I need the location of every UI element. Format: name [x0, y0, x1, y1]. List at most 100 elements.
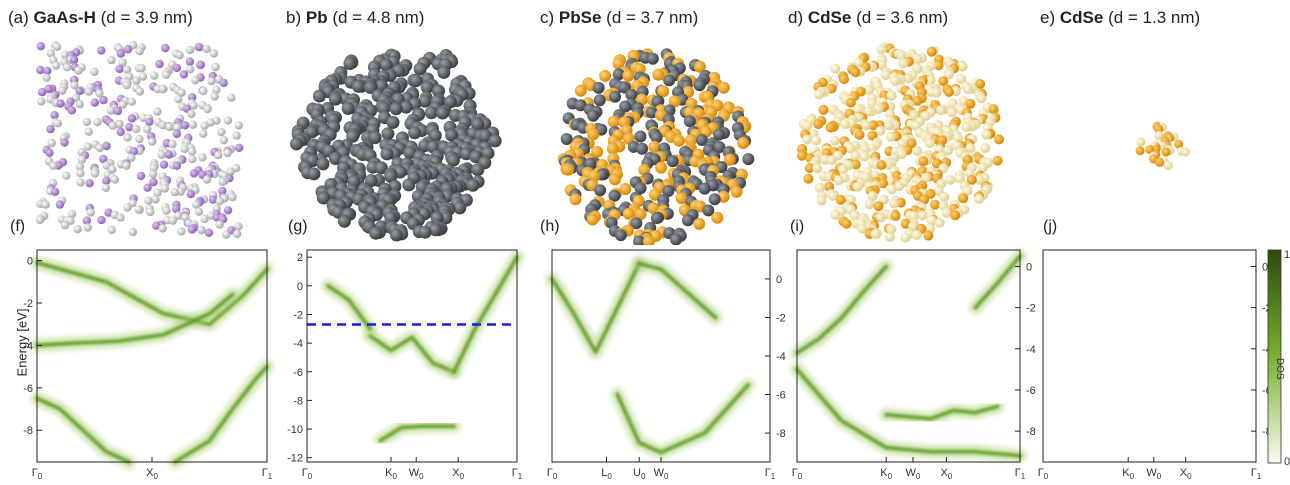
y-tick-label: 0 — [1026, 261, 1032, 273]
atom — [118, 100, 127, 109]
atom — [926, 215, 937, 226]
atom — [977, 162, 988, 173]
atom — [174, 211, 183, 220]
atom — [159, 160, 169, 169]
atom — [174, 95, 183, 104]
atom — [204, 228, 214, 237]
y-tick-label: -4 — [23, 340, 33, 352]
atom — [146, 207, 155, 217]
atom — [428, 223, 442, 237]
atom — [132, 124, 141, 134]
atom — [199, 86, 208, 96]
atom — [1174, 139, 1184, 149]
atom — [214, 151, 223, 160]
atom — [606, 142, 619, 155]
atom — [612, 68, 625, 81]
atom — [35, 215, 45, 225]
y-tick-label: -8 — [293, 395, 303, 407]
atom — [60, 221, 70, 230]
atom — [116, 49, 126, 58]
x-tick-label: Γ0 — [1038, 467, 1049, 481]
atom — [49, 161, 58, 170]
atom — [976, 93, 987, 104]
atom — [816, 195, 827, 206]
panel-label-f: (f) — [10, 218, 26, 235]
atom — [148, 169, 158, 179]
atom — [129, 147, 139, 156]
atom — [625, 88, 638, 101]
atom — [560, 133, 573, 145]
atom — [920, 172, 931, 183]
atom — [110, 175, 120, 184]
atom — [938, 76, 949, 87]
atom — [127, 153, 136, 162]
atom — [232, 229, 242, 239]
atom — [683, 115, 696, 128]
band-line — [884, 404, 1000, 421]
plot-frame — [306, 249, 518, 463]
atom — [593, 94, 606, 107]
atom — [132, 76, 141, 85]
atom — [168, 216, 178, 225]
atom — [830, 209, 841, 220]
atom — [693, 60, 706, 73]
atom — [386, 115, 400, 129]
atom — [650, 131, 663, 144]
band-plot-j: 0 -2 -4 -6 -8 Γ0 K0 W0 X0 Γ1 — [1038, 249, 1272, 481]
atom — [232, 131, 241, 140]
x-tick-label: Γ1 — [262, 467, 273, 481]
x-tick-label: Γ0 — [547, 467, 558, 481]
x-tick-label: U0 — [633, 467, 646, 481]
atom — [135, 47, 144, 56]
atom — [219, 78, 228, 88]
atom — [122, 65, 132, 74]
atom — [157, 150, 166, 159]
atom — [826, 155, 837, 165]
atom — [918, 156, 929, 167]
atom — [925, 188, 936, 199]
atom — [173, 123, 182, 132]
atom — [210, 92, 219, 101]
atom — [1163, 161, 1173, 171]
band-line — [35, 396, 131, 464]
atom — [369, 226, 383, 240]
atom — [1155, 157, 1165, 167]
atom — [128, 227, 137, 237]
atom — [199, 129, 208, 138]
atom — [702, 204, 715, 217]
atom — [854, 129, 865, 140]
y-tick-label: -6 — [776, 390, 786, 402]
atom — [143, 183, 152, 192]
x-tick-label: W0 — [1146, 467, 1161, 481]
x-tick-label: X0 — [452, 467, 464, 481]
atom — [177, 227, 186, 236]
y-tick-label: -8 — [23, 425, 33, 437]
atom — [958, 193, 969, 204]
atom — [37, 88, 47, 97]
atom — [466, 178, 480, 192]
atom — [195, 43, 204, 52]
atom — [74, 66, 83, 75]
plot-frame — [1042, 249, 1257, 463]
atom — [223, 116, 233, 125]
atom — [650, 212, 663, 224]
atom — [226, 167, 235, 176]
atom — [390, 228, 403, 242]
atom — [838, 164, 849, 175]
atom — [317, 191, 331, 205]
y-tick-label: 0 — [297, 281, 303, 293]
atom — [200, 121, 209, 130]
atom — [136, 171, 146, 181]
atom — [992, 155, 1003, 166]
atom — [418, 225, 432, 239]
atom — [290, 137, 303, 151]
atom — [374, 161, 388, 175]
atom — [562, 163, 575, 176]
atom — [84, 87, 94, 96]
atom — [642, 235, 655, 245]
atom — [845, 143, 856, 154]
atom — [138, 72, 148, 81]
atom — [886, 184, 897, 195]
atom — [947, 107, 957, 118]
atom — [188, 155, 197, 164]
